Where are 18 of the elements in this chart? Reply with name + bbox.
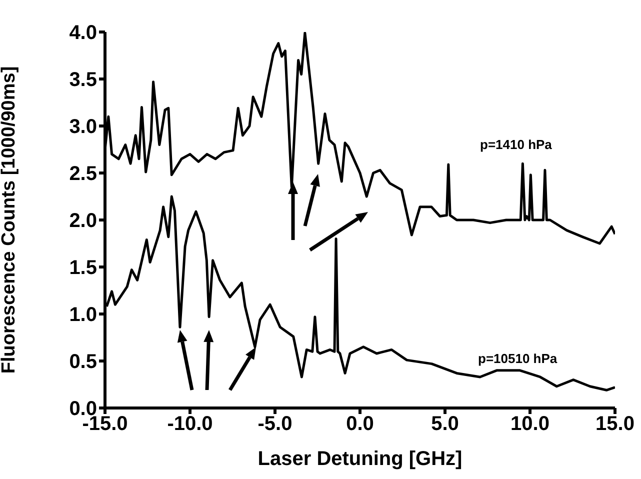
y-tick-label: 3.5 xyxy=(69,69,97,92)
x-tick-label: -5.0 xyxy=(258,413,292,436)
y-tick-label: 2.0 xyxy=(69,210,97,232)
x-tick-label: 15.0 xyxy=(596,413,634,436)
x-tick-label: -10.0 xyxy=(167,413,213,436)
annotation: p=1410 hPa xyxy=(480,137,552,152)
y-tick-label: 1.5 xyxy=(69,257,97,280)
x-axis-title: Laser Detuning [GHz] xyxy=(258,448,462,470)
x-tick-label: 10.0 xyxy=(510,413,550,436)
y-axis-title: Fluorescence Counts [1000/90ms] xyxy=(0,66,20,374)
x-tick-label: 0.0 xyxy=(346,413,374,436)
y-tick-label: 2.5 xyxy=(69,163,97,186)
y-tick-label: 3.0 xyxy=(69,116,97,138)
y-tick-label: 1.0 xyxy=(69,304,97,326)
y-tick-label: 0.5 xyxy=(69,351,97,374)
annotation: p=10510 hPa xyxy=(478,351,558,366)
y-tick-label: 4.0 xyxy=(69,22,97,44)
x-tick-label: 5.0 xyxy=(431,413,459,436)
